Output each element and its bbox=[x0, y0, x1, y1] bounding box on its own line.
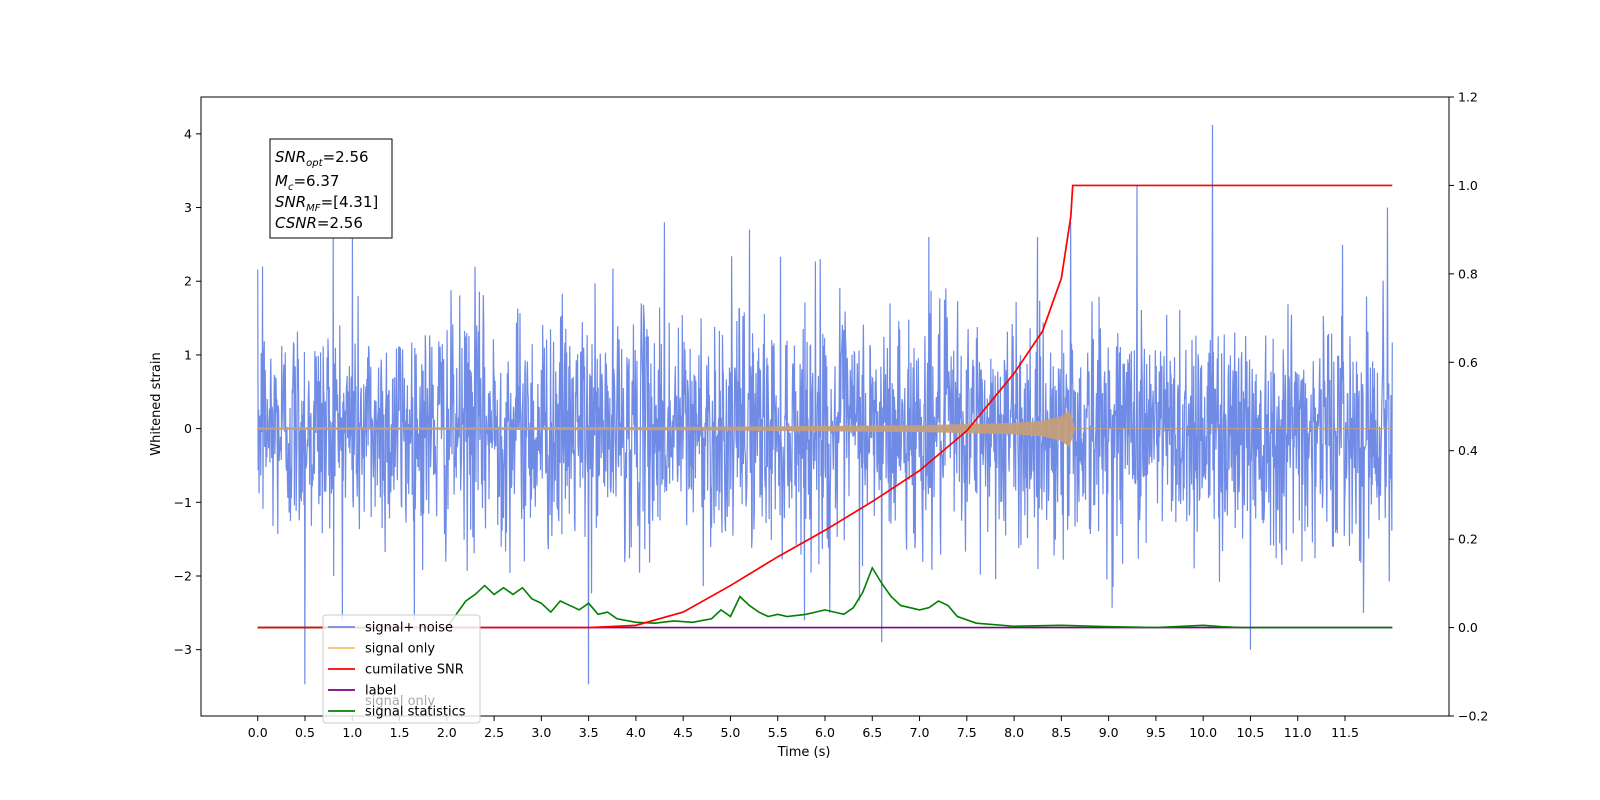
x-tick-label: 5.0 bbox=[721, 725, 741, 740]
x-tick-label: 7.5 bbox=[957, 725, 977, 740]
y-tick-label: 1 bbox=[184, 347, 192, 362]
annotation-csnr: CSNR=2.56 bbox=[275, 214, 363, 232]
x-tick-label: 8.5 bbox=[1051, 725, 1071, 740]
y2-tick-label: 0.4 bbox=[1458, 443, 1478, 458]
x-tick-label: 3.0 bbox=[531, 725, 551, 740]
y-tick-label: −1 bbox=[174, 495, 192, 510]
series-signal-statistics bbox=[257, 566, 1393, 629]
y2-tick-label: 0.2 bbox=[1458, 532, 1478, 547]
series-signal-noise bbox=[257, 124, 1393, 685]
legend-entry: signal only bbox=[365, 642, 435, 657]
annotation-frame bbox=[269, 138, 393, 239]
x-tick-label: 1.5 bbox=[390, 725, 410, 740]
x-tick-label: 4.5 bbox=[673, 725, 693, 740]
plot-area bbox=[257, 124, 1393, 685]
legend: signal+ noise signal only cumilative SNR la… bbox=[322, 614, 481, 724]
x-tick-label: 6.0 bbox=[815, 725, 835, 740]
axes: 0.0 0.5 1.0 1.5 2.0 2.5 3.0 3.5 4.0 4.5 5.0 5.5 6.0 6… bbox=[174, 90, 1489, 741]
series-signal-only bbox=[257, 410, 1393, 448]
y-tick-label: 2 bbox=[184, 274, 192, 289]
x-tick-label: 2.5 bbox=[484, 725, 504, 740]
y-tick-label: −3 bbox=[174, 642, 192, 657]
legend-entry: signal statistics bbox=[365, 705, 466, 720]
x-tick-label: 5.5 bbox=[768, 725, 788, 740]
annotation-mc: Mc=6.37 bbox=[275, 172, 339, 193]
y2-tick-label: 0.0 bbox=[1458, 620, 1478, 635]
x-tick-label: 10.5 bbox=[1237, 725, 1265, 740]
series-cumilative-snr bbox=[257, 184, 1393, 629]
y-tick-label: 0 bbox=[184, 421, 192, 436]
x-tick-label: 8.0 bbox=[1004, 725, 1024, 740]
legend-frame bbox=[322, 614, 481, 724]
x-tick-label: 2.0 bbox=[437, 725, 457, 740]
legend-entry: cumilative SNR bbox=[365, 663, 464, 678]
y2-tick-label: 0.6 bbox=[1458, 355, 1478, 370]
annotation-snr-opt: SNRopt=2.56 bbox=[275, 148, 369, 169]
legend-entry: label bbox=[365, 684, 396, 699]
x-tick-label: 3.5 bbox=[579, 725, 599, 740]
x-tick-label: 11.0 bbox=[1284, 725, 1312, 740]
annotation-box: SNRopt=2.56 Mc=6.37 SNRMF=[4.31] CSNR=2.… bbox=[269, 138, 393, 239]
y2-tick-label: 0.8 bbox=[1458, 266, 1478, 281]
x-tick-label: 9.0 bbox=[1099, 725, 1119, 740]
x-tick-label: 6.5 bbox=[862, 725, 882, 740]
annotation-snr-mf: SNRMF=[4.31] bbox=[275, 193, 378, 214]
x-tick-label: 11.5 bbox=[1331, 725, 1359, 740]
x-tick-label: 4.0 bbox=[626, 725, 646, 740]
x-tick-label: 9.5 bbox=[1146, 725, 1166, 740]
y2-tick-label: −0.2 bbox=[1458, 709, 1488, 724]
y-tick-label: 3 bbox=[184, 200, 192, 215]
x-tick-label: 1.0 bbox=[342, 725, 362, 740]
legend-entry: signal+ noise bbox=[365, 621, 453, 636]
x-tick-label: 0.5 bbox=[295, 725, 315, 740]
y-tick-label: 4 bbox=[184, 126, 192, 141]
x-tick-label: 10.0 bbox=[1189, 725, 1217, 740]
x-tick-label: 0.0 bbox=[248, 725, 268, 740]
x-axis-label: Time (s) bbox=[777, 745, 831, 760]
x-tick-label: 7.0 bbox=[910, 725, 930, 740]
legend-entry-hidden: signal only bbox=[365, 694, 435, 709]
y2-tick-label: 1.0 bbox=[1458, 178, 1478, 193]
y-tick-label: −2 bbox=[174, 568, 192, 583]
y-axis-label: Whitened strain bbox=[149, 352, 164, 455]
y2-tick-label: 1.2 bbox=[1458, 90, 1478, 105]
